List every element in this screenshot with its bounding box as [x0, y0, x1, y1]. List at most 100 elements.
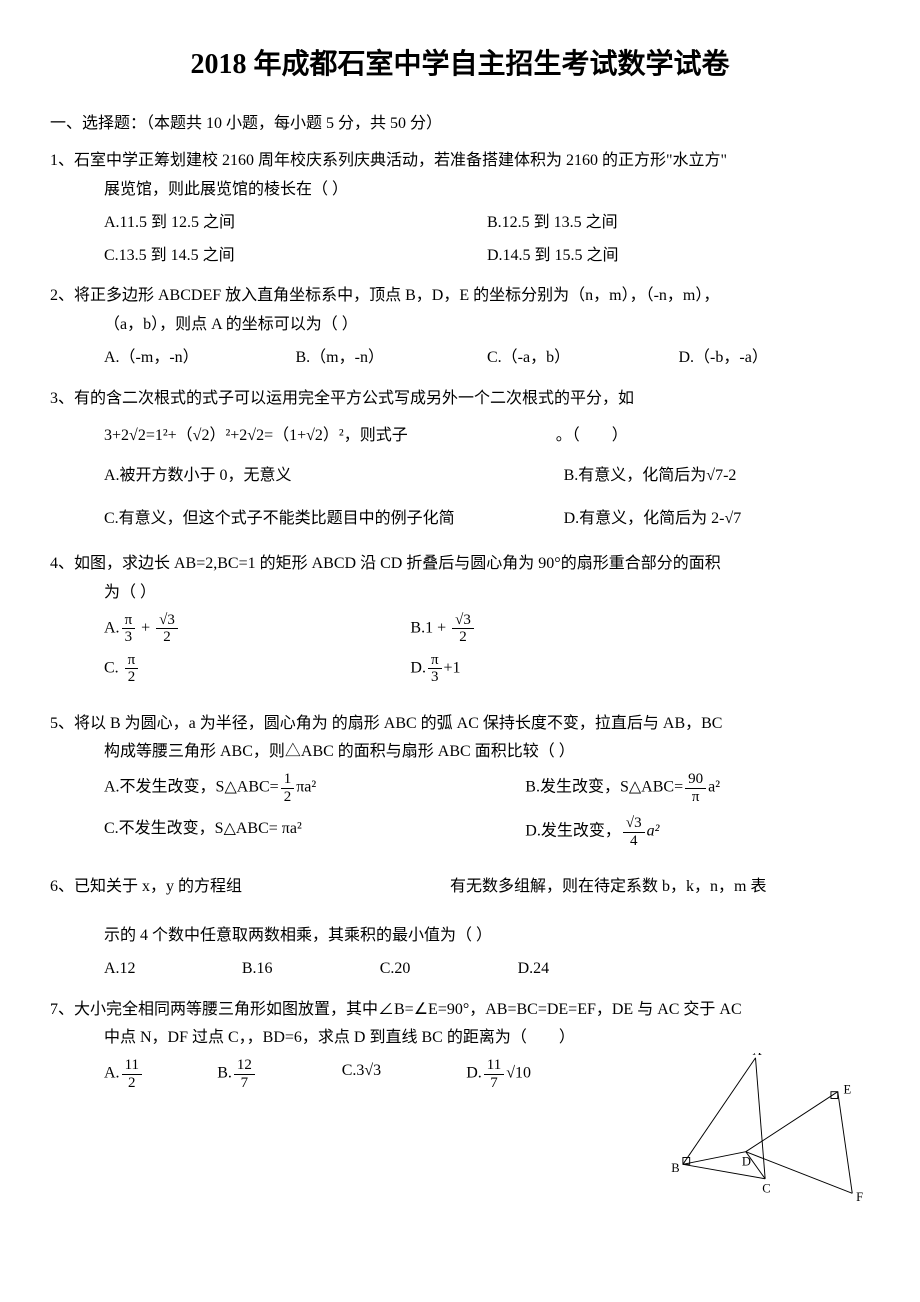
q4-opt-d: D.π3+1 — [410, 652, 870, 686]
svg-text:F: F — [856, 1190, 863, 1203]
q4-options: A.π3 + √32 B.1 + √32 C. π2 D.π3+1 — [50, 612, 870, 686]
q7-row: A.112 B.127 C.3√3 D.117√10 ABCDEF — [50, 1053, 870, 1203]
section-1-header: 一、选择题：（本题共 10 小题，每小题 5 分，共 50 分） — [50, 110, 870, 139]
q3-b-sqrt: √7 — [706, 467, 723, 484]
question-3: 3、有的含二次根式的式子可以运用完全平方公式写成另外一个二次根式的平分，如 3+… — [50, 385, 870, 534]
q4-a-frac1: π3 — [120, 612, 138, 646]
q4-d-frac: π3 — [426, 652, 444, 686]
q7-c-sqrt: √3 — [364, 1062, 381, 1079]
q1-options: A.11.5 到 12.5 之间 B.12.5 到 13.5 之间 C.13.5… — [50, 209, 870, 271]
q3-sqrt2-4: √2 — [306, 427, 323, 444]
q5-d-suffix: a² — [647, 823, 660, 840]
q4-text2: 为（ ） — [50, 579, 870, 608]
q7-options: A.112 B.127 C.3√3 D.117√10 — [104, 1057, 670, 1091]
q4-d-suffix: +1 — [444, 659, 461, 676]
q7-d-sqrt: √10 — [506, 1065, 531, 1082]
q3-t2-p3: ）²+2 — [209, 427, 247, 444]
q3-text: 3、有的含二次根式的式子可以运用完全平方公式写成另外一个二次根式的平分，如 — [50, 385, 870, 414]
q6-text-suffix: 有无数多组解，则在待定系数 b，k，n，m 表 — [450, 878, 766, 895]
q2-options: A.（-m，-n） B.（m，-n） C.（-a，b） D.（-b，-a） — [50, 344, 870, 373]
q4-opt-a: A.π3 + √32 — [104, 612, 410, 646]
q7-opt-b: B.127 — [217, 1057, 342, 1091]
q5-options: A.不发生改变，S△ABC=12πa² B.发生改变，S△ABC=90πa² C… — [50, 771, 870, 849]
q1-text2: 展览馆，则此展览馆的棱长在（ ） — [50, 176, 870, 205]
q4-text: 4、如图，求边长 AB=2,BC=1 的矩形 ABCD 沿 CD 折叠后与圆心角… — [50, 550, 870, 579]
q6-text2: 示的 4 个数中任意取两数相乘，其乘积的最小值为（ ） — [50, 922, 870, 951]
q3-t2-end: 。（ ） — [556, 427, 628, 444]
q4-b-frac: √32 — [450, 612, 476, 646]
q6-text-prefix: 6、已知关于 x，y 的方程组 — [50, 878, 242, 895]
q7-opt-d: D.117√10 — [466, 1057, 636, 1091]
q1-opt-d: D.14.5 到 15.5 之间 — [487, 242, 870, 271]
q7-a-prefix: A. — [104, 1065, 120, 1082]
svg-text:D: D — [742, 1154, 751, 1168]
q3-b-suffix: -2 — [723, 467, 736, 484]
q7-d-prefix: D. — [466, 1065, 482, 1082]
q3-t2-p1: 3+2 — [104, 427, 129, 444]
q6-options: A.12 B.16 C.20 D.24 — [50, 955, 870, 984]
q2-text2: （a，b），则点 A 的坐标可以为（ ） — [50, 311, 870, 340]
q5-b-prefix: B.发生改变，S△ABC= — [525, 779, 683, 796]
q5-b-frac: 90π — [683, 771, 708, 805]
q3-options: A.被开方数小于 0，无意义 B.有意义，化简后为√7-2 C.有意义，但这个式… — [50, 462, 870, 534]
q4-a-plus: + — [137, 619, 154, 636]
q5-opt-b: B.发生改变，S△ABC=90πa² — [525, 771, 870, 805]
q5-opt-a: A.不发生改变，S△ABC=12πa² — [104, 771, 525, 805]
q3-sqrt2-1: √2 — [129, 427, 146, 444]
q5-d-frac: √34 — [621, 815, 647, 849]
q6-text: 6、已知关于 x，y 的方程组 有无数多组解，则在待定系数 b，k，n，m 表 — [50, 873, 870, 902]
question-4: 4、如图，求边长 AB=2,BC=1 的矩形 ABCD 沿 CD 折叠后与圆心角… — [50, 550, 870, 686]
q7-opt-a: A.112 — [104, 1057, 217, 1091]
svg-text:B: B — [671, 1161, 679, 1175]
q3-t2-p4: =（1+ — [264, 427, 306, 444]
q3-t2-p5: ）²，则式子 — [323, 427, 408, 444]
page-title: 2018 年成都石室中学自主招生考试数学试卷 — [50, 40, 870, 90]
q5-d-prefix: D.发生改变， — [525, 823, 621, 840]
q4-opt-b: B.1 + √32 — [410, 612, 870, 646]
q7-geometry-figure: ABCDEF — [670, 1053, 870, 1203]
question-2: 2、将正多边形 ABCDEF 放入直角坐标系中，顶点 B，D，E 的坐标分别为（… — [50, 282, 870, 372]
svg-text:A: A — [753, 1053, 762, 1058]
q7-b-prefix: B. — [217, 1065, 232, 1082]
q7-text2: 中点 N，DF 过点 C，，BD=6，求点 D 到直线 BC 的距离为（ ） — [50, 1024, 870, 1053]
q5-opt-c: C.不发生改变，S△ABC= πa² — [104, 815, 525, 849]
q5-text: 5、将以 B 为圆心，a 为半径，圆心角为 的扇形 ABC 的弧 AC 保持长度… — [50, 710, 870, 739]
q1-opt-b: B.12.5 到 13.5 之间 — [487, 209, 870, 238]
q2-opt-a: A.（-m，-n） — [104, 344, 296, 373]
q4-opt-c: C. π2 — [104, 652, 410, 686]
q7-c-prefix: C.3 — [342, 1062, 365, 1079]
q2-opt-b: B.（m，-n） — [296, 344, 488, 373]
q6-opt-a: A.12 — [104, 955, 242, 984]
q1-text: 1、石室中学正筹划建校 2160 周年校庆系列庆典活动，若准备搭建体积为 216… — [50, 147, 870, 176]
q6-opt-c: C.20 — [380, 955, 518, 984]
q3-sqrt2-3: √2 — [247, 427, 264, 444]
q4-c-prefix: C. — [104, 659, 123, 676]
q2-text: 2、将正多边形 ABCDEF 放入直角坐标系中，顶点 B，D，E 的坐标分别为（… — [50, 282, 870, 311]
q4-b-prefix: B. — [410, 619, 425, 636]
q4-a-frac2: √32 — [154, 612, 180, 646]
q7-b-frac: 127 — [232, 1057, 257, 1091]
q3-b-prefix: B.有意义，化简后为 — [564, 467, 707, 484]
q3-d-sqrt: √7 — [724, 510, 741, 527]
q3-d-prefix: D.有意义，化简后为 2- — [564, 510, 725, 527]
q5-opt-d: D.发生改变，√34a² — [525, 815, 870, 849]
q7-a-frac: 112 — [120, 1057, 144, 1091]
q3-opt-b: B.有意义，化简后为√7-2 — [564, 462, 870, 491]
question-6: 6、已知关于 x，y 的方程组 有无数多组解，则在待定系数 b，k，n，m 表 … — [50, 873, 870, 983]
q3-t2-p2: =1²+（ — [146, 427, 193, 444]
question-5: 5、将以 B 为圆心，a 为半径，圆心角为 的扇形 ABC 的弧 AC 保持长度… — [50, 710, 870, 850]
q5-a-suffix: πa² — [296, 779, 316, 796]
question-7: 7、大小完全相同两等腰三角形如图放置，其中∠B=∠E=90°，AB=BC=DE=… — [50, 996, 870, 1204]
q3-sqrt2-2: √2 — [193, 427, 210, 444]
q3-text2: 3+2√2=1²+（√2）²+2√2=（1+√2）²，则式子 。（ ） — [50, 422, 870, 451]
q1-opt-c: C.13.5 到 14.5 之间 — [104, 242, 487, 271]
q4-b-one: 1 + — [425, 619, 450, 636]
q3-opt-a: A.被开方数小于 0，无意义 — [104, 462, 564, 491]
q5-b-suffix: a² — [708, 779, 720, 796]
q4-c-frac: π2 — [123, 652, 141, 686]
q2-opt-d: D.（-b，-a） — [679, 344, 871, 373]
q4-d-prefix: D. — [410, 659, 426, 676]
q7-opt-c: C.3√3 — [342, 1057, 467, 1091]
q2-opt-c: C.（-a，b） — [487, 344, 679, 373]
q3-opt-d: D.有意义，化简后为 2-√7 — [564, 505, 870, 534]
